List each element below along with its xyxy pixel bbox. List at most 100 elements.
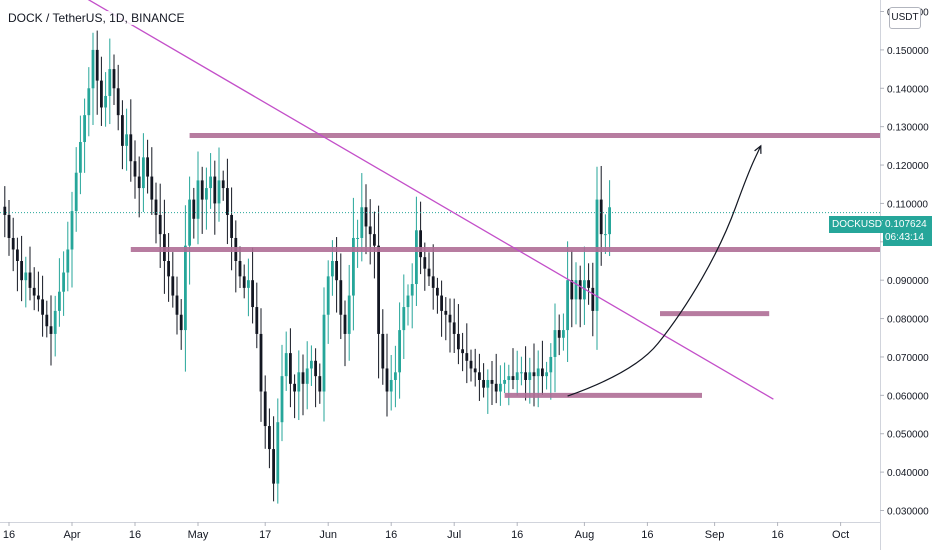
candle: [32, 267, 36, 311]
candle-body: [515, 372, 519, 380]
candle: [188, 176, 191, 285]
candle-body: [373, 234, 376, 246]
candle-body: [452, 322, 456, 334]
candle: [322, 287, 326, 422]
candle-body: [83, 115, 86, 143]
candle-body: [528, 372, 532, 380]
candle-body: [381, 333, 385, 369]
price-tick-label: 0.090000: [887, 276, 929, 287]
candle-body: [503, 379, 506, 384]
candle: [444, 297, 448, 341]
currency-button[interactable]: USDT: [889, 7, 921, 29]
candle-body: [209, 176, 212, 189]
candle: [293, 374, 296, 419]
candle-body: [301, 372, 305, 384]
candle-body: [255, 307, 259, 334]
candle: [461, 332, 464, 372]
candle-body: [511, 376, 515, 380]
candle-body: [549, 356, 553, 373]
candle: [343, 300, 347, 367]
candle-body: [70, 211, 74, 250]
candle-body: [469, 360, 473, 369]
candle: [251, 247, 254, 324]
candle-body: [478, 372, 481, 380]
candle: [301, 354, 305, 416]
time-axis[interactable]: 16 Apr 16 May 17 Jun 16 Jul 16 Aug 16 Sep 16 Oct: [0, 522, 880, 541]
price-axis[interactable]: 0.030000 0.040000 0.050000 0.060000 0.070000…: [880, 0, 932, 550]
candle-body: [79, 142, 82, 173]
candle: [587, 263, 590, 305]
candle: [608, 180, 611, 257]
candle: [53, 295, 57, 357]
candle-body: [213, 176, 217, 204]
candle: [45, 300, 49, 338]
candle: [465, 323, 469, 384]
candle: [163, 199, 166, 294]
candle: [95, 30, 99, 115]
candle: [310, 345, 313, 386]
candle: [515, 350, 519, 396]
candle: [192, 187, 196, 239]
candle: [196, 151, 200, 245]
candle-body: [238, 261, 242, 277]
candle: [83, 98, 86, 173]
candle: [339, 253, 343, 340]
candle: [200, 166, 204, 234]
candle: [410, 263, 414, 329]
candle-body: [318, 376, 322, 392]
candle-body: [532, 372, 536, 377]
candle-body: [104, 95, 107, 108]
candle: [100, 56, 103, 126]
candle: [402, 274, 406, 359]
candle-body: [465, 353, 469, 361]
candle-body: [578, 280, 582, 300]
symbol-title[interactable]: DOCK / TetherUS, 1D, BINANCE: [6, 11, 187, 25]
candle: [242, 264, 246, 299]
candle-body: [146, 157, 149, 177]
candle: [473, 348, 477, 387]
candle-body: [457, 333, 460, 350]
candle: [175, 276, 179, 335]
candle: [104, 72, 107, 127]
candle: [129, 99, 133, 182]
candle: [238, 246, 242, 288]
candle-body: [335, 261, 338, 281]
candle: [7, 199, 11, 256]
price-tick-label: 0.040000: [887, 468, 929, 479]
candle: [11, 217, 15, 272]
candle-body: [184, 245, 187, 331]
candle-body: [310, 360, 313, 369]
candle: [108, 38, 112, 125]
candle: [352, 197, 355, 331]
candle: [284, 331, 288, 391]
candle: [58, 258, 61, 327]
candle-body: [583, 280, 586, 300]
candle: [305, 341, 309, 410]
price-tick-label: 0.060000: [887, 391, 929, 402]
candle: [91, 32, 95, 125]
candle-body: [95, 49, 99, 81]
candle-body: [37, 295, 40, 300]
candle-body: [385, 368, 389, 392]
candle-body: [608, 207, 611, 235]
candle: [314, 348, 317, 408]
candle: [133, 140, 137, 199]
time-tick-label: 16: [641, 529, 653, 541]
candle-body: [553, 330, 557, 357]
candle: [49, 295, 53, 366]
candle: [536, 350, 540, 408]
candle-body: [137, 176, 141, 189]
candle-body: [482, 379, 485, 388]
candle: [28, 246, 32, 301]
candle-body: [524, 372, 527, 380]
time-tick-label: Sep: [705, 529, 725, 541]
candle-body: [410, 284, 414, 296]
candle-body: [293, 383, 296, 392]
projection-arrowhead: [754, 144, 762, 154]
candle-body: [356, 237, 359, 239]
candle: [377, 205, 380, 379]
candle-body: [125, 134, 128, 146]
candle-body: [66, 249, 70, 273]
candle: [385, 333, 389, 417]
